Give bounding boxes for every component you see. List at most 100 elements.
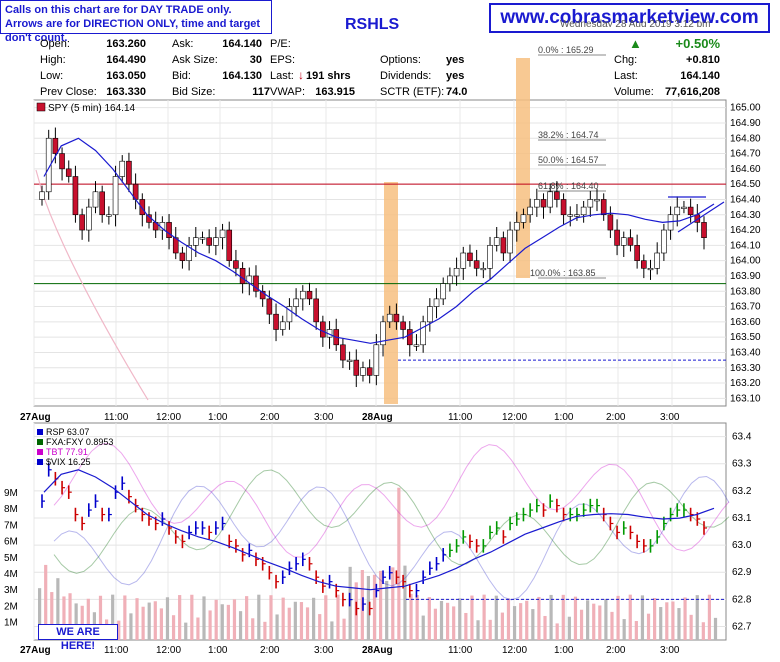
lower-legend-swatch <box>37 429 43 435</box>
candle-down <box>166 222 172 238</box>
legend-swatch <box>36 102 46 112</box>
volume-bar <box>567 616 571 640</box>
chart-ticker: RSHLS <box>345 16 400 33</box>
lower-x-tick: 12:00 <box>502 645 527 656</box>
upper-x-tick: 12:00 <box>502 412 527 423</box>
candle-up <box>440 283 447 300</box>
volume-bar <box>549 594 553 640</box>
candle-up <box>299 290 306 300</box>
candle-up <box>213 237 219 246</box>
prev-close-label: Prev Close: <box>40 86 97 98</box>
volume-bar <box>464 612 468 640</box>
volume-bar <box>476 620 480 640</box>
volume-bar <box>214 599 218 640</box>
pct-change: +0.50% <box>675 36 720 51</box>
lower-y-tick: 62.7 <box>732 621 752 632</box>
volume-bar <box>135 598 139 640</box>
day-trade-notice: Calls on this chart are for DAY TRADE on… <box>0 0 272 44</box>
candle-down <box>600 199 607 216</box>
candle-up <box>681 206 687 209</box>
lower-y-tick: 63.2 <box>732 486 752 497</box>
volume-bar <box>689 614 693 640</box>
upper-x-tick: 12:00 <box>156 412 181 423</box>
upper-y-tick: 163.20 <box>730 378 761 389</box>
lower-legend-text: TBT 77.91 <box>46 447 88 457</box>
candle-up <box>192 237 199 246</box>
candle-up <box>574 214 580 217</box>
last2-value: 164.140 <box>680 70 720 82</box>
candle-up <box>199 237 206 240</box>
volume-bar <box>226 604 230 640</box>
lower-y-tick: 62.9 <box>732 567 752 578</box>
candle-up <box>493 237 500 246</box>
volume-bar <box>616 595 620 640</box>
candle-down <box>306 290 313 300</box>
lower-x-tick: 12:00 <box>156 645 181 656</box>
upper-y-tick: 164.40 <box>730 194 761 205</box>
chg-label: Chg: <box>614 54 638 66</box>
site-url[interactable]: www.cobrasmarketview.com <box>489 3 770 33</box>
lower-y-tick: 63.0 <box>732 540 752 551</box>
fib-label: 50.0% : 164.57 <box>538 155 599 165</box>
upper-x-tick: 11:00 <box>448 412 473 423</box>
high-label: High: <box>40 54 66 66</box>
ask-size-value: 30 <box>249 54 262 66</box>
fib-label: 38.2% : 164.74 <box>538 130 599 140</box>
vwap-label: VWAP: <box>270 86 306 98</box>
volume-tick: 7M <box>4 520 18 531</box>
upper-pane-frame <box>33 99 727 407</box>
candle-down <box>126 160 132 185</box>
trend-line <box>677 201 725 233</box>
candle-up <box>39 191 45 200</box>
lower-x-tick: 1:00 <box>208 645 228 656</box>
volume-bar <box>123 595 127 640</box>
candle-up <box>45 137 52 193</box>
upper-x-tick: 3:00 <box>314 412 334 423</box>
volume-bar <box>421 615 425 640</box>
volume-bar <box>683 597 687 640</box>
volume-bar <box>634 621 638 640</box>
candle-up <box>106 214 112 217</box>
candle-up <box>507 229 513 254</box>
low-value: 163.050 <box>106 70 146 82</box>
volume-bar <box>299 602 304 640</box>
volume-bar <box>184 622 188 640</box>
date-partial: Wednesday 28 Aug 2019 3:12 pm <box>560 19 711 27</box>
volume-bar <box>500 612 504 640</box>
sctr-label: SCTR (ETF): <box>380 86 445 98</box>
volume-bar <box>281 597 285 640</box>
volume-bar <box>707 594 712 640</box>
volume-bar <box>86 598 90 640</box>
volume-bar <box>196 617 200 640</box>
upper-y-tick: 164.20 <box>730 225 761 236</box>
candle-down <box>641 260 647 269</box>
lower-y-tick: 63.3 <box>732 459 752 470</box>
ask-value: 164.140 <box>222 38 262 50</box>
candle-up <box>654 252 660 269</box>
volume-bar <box>665 602 669 640</box>
volume-bar <box>232 599 237 640</box>
volume-bar <box>409 593 413 640</box>
lower-y-tick: 62.8 <box>732 594 752 605</box>
volume-bar <box>701 622 705 640</box>
candle-up <box>420 321 426 346</box>
candle-down <box>139 199 146 216</box>
candle-down <box>634 245 640 261</box>
candle-up <box>186 245 192 261</box>
candle-up <box>661 229 667 254</box>
highlight-bar-2 <box>516 58 530 278</box>
notice-line-1: Calls on this chart are for DAY TRADE on… <box>5 4 232 16</box>
candle-up <box>86 206 92 231</box>
candle-up <box>112 176 119 216</box>
lower-x-tick: 11:00 <box>104 645 129 656</box>
volume-bar <box>385 580 389 640</box>
down-arrow-icon: ↓ <box>298 68 304 82</box>
volume-bar <box>506 598 511 640</box>
upper-y-tick: 164.50 <box>730 179 761 190</box>
up-triangle-icon: ▲ <box>629 36 642 51</box>
candle-down <box>366 367 373 376</box>
upper-y-tick: 164.30 <box>730 210 761 221</box>
volume-bar <box>482 594 486 640</box>
volume-bar <box>427 597 431 640</box>
